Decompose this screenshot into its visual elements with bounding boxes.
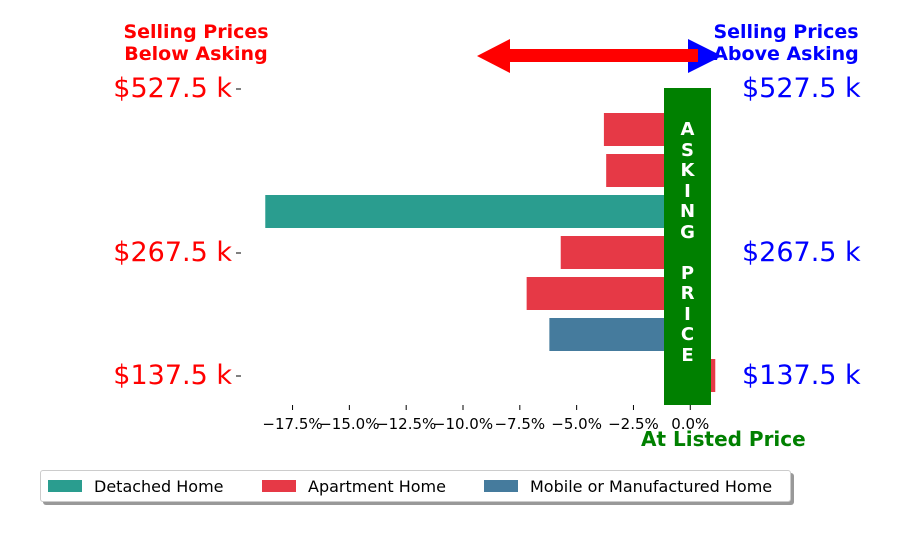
right-header-text: Selling Prices Above Asking (713, 21, 859, 65)
x-tick-label: −2.5% (608, 415, 659, 433)
legend-swatch (484, 480, 518, 492)
arrow-shaft-end (688, 49, 698, 62)
legend-swatch (48, 480, 82, 492)
left-price-label-bottom: $137.5 k (113, 360, 232, 391)
left-price-label-top: $527.5 k (113, 73, 232, 104)
legend-label: Detached Home (94, 476, 224, 496)
left-header-text: Selling Prices Below Asking (123, 21, 269, 65)
right-price-label-bottom: $137.5 k (742, 360, 861, 391)
asking-letter: I (684, 303, 691, 325)
asking-letter: R (680, 283, 695, 304)
asking-letter: K (680, 160, 695, 181)
arrow-shaft (508, 49, 698, 62)
arrow-right-head (688, 39, 722, 73)
left-price-label-mid: $267.5 k (113, 237, 232, 268)
asking-letter: G (680, 221, 695, 243)
x-tick-label: −15.0% (319, 415, 379, 433)
legend-label: Apartment Home (308, 476, 446, 496)
asking-letter: N (679, 201, 696, 222)
arrow-left-head (477, 39, 510, 73)
asking-letter: I (684, 180, 691, 202)
bar-2 (265, 195, 691, 228)
asking-letter: C (680, 324, 695, 345)
asking-letter: P (680, 262, 695, 284)
legend-swatch (262, 480, 296, 492)
bars-group (265, 113, 716, 392)
legend-item-apartment: Apartment Home (262, 471, 446, 501)
legend-label: Mobile or Manufactured Home (530, 476, 773, 496)
left-header: Selling Prices Below Asking (100, 21, 292, 65)
x-tick-label: 0.0% (671, 415, 709, 433)
legend-item-mobile: Mobile or Manufactured Home (484, 471, 772, 501)
x-tick-label: −12.5% (376, 415, 436, 433)
asking-letter: S (681, 139, 694, 161)
right-price-label-mid: $267.5 k (742, 237, 861, 268)
x-tick-label: −10.0% (433, 415, 493, 433)
right-price-label-top: $527.5 k (742, 73, 861, 104)
right-header: Selling Prices Above Asking (690, 21, 882, 65)
legend-item-detached: Detached Home (48, 471, 224, 501)
asking-letter: A (680, 119, 695, 140)
y-ticks (236, 88, 241, 377)
at-listed-price-label: At Listed Price (641, 427, 806, 451)
asking-letter: E (681, 344, 694, 366)
x-axis: −17.5%−15.0%−12.5%−10.0% −7.5% −5.0% −2.5% 0… (262, 405, 709, 433)
x-tick-label: −5.0% (551, 415, 602, 433)
legend: Detached Home Apartment Home Mobile or M… (40, 470, 791, 502)
double-arrow (477, 39, 722, 73)
x-tick-label: −7.5% (494, 415, 545, 433)
bar-4 (526, 277, 691, 310)
x-tick-label: −17.5% (262, 415, 322, 433)
